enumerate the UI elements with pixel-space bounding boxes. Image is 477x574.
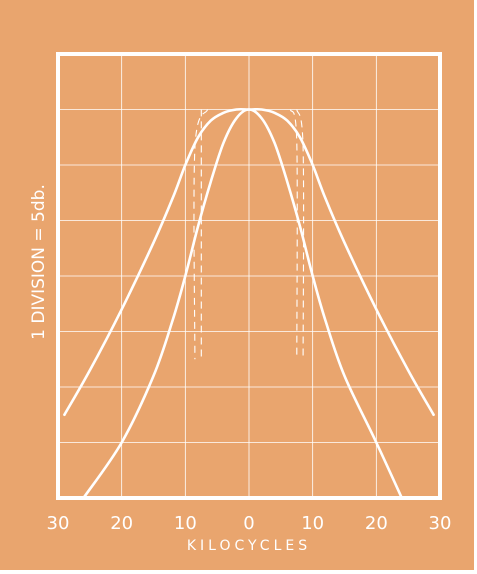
- x-axis-label: KILOCYCLES: [187, 538, 311, 554]
- x-tick-label: 0: [243, 513, 254, 534]
- x-tick-label: 20: [110, 513, 133, 534]
- x-tick-label: 30: [47, 513, 70, 534]
- plot-frame: [56, 52, 442, 500]
- x-tick-label: 10: [174, 513, 197, 534]
- curves: [63, 107, 435, 500]
- dashed-guide-line: [289, 109, 298, 360]
- x-tick-labels: 30 20 10 0 10 20 30: [47, 513, 452, 534]
- x-tick-label: 10: [301, 513, 324, 534]
- dashed-guides: [193, 109, 305, 360]
- x-tick-label: 30: [429, 513, 452, 534]
- x-tick-label: 20: [365, 513, 388, 534]
- y-axis-label: 1 DIVISION = 5db.: [29, 184, 49, 340]
- narrow-response-curve: [82, 108, 404, 500]
- dashed-guide-line: [296, 109, 305, 360]
